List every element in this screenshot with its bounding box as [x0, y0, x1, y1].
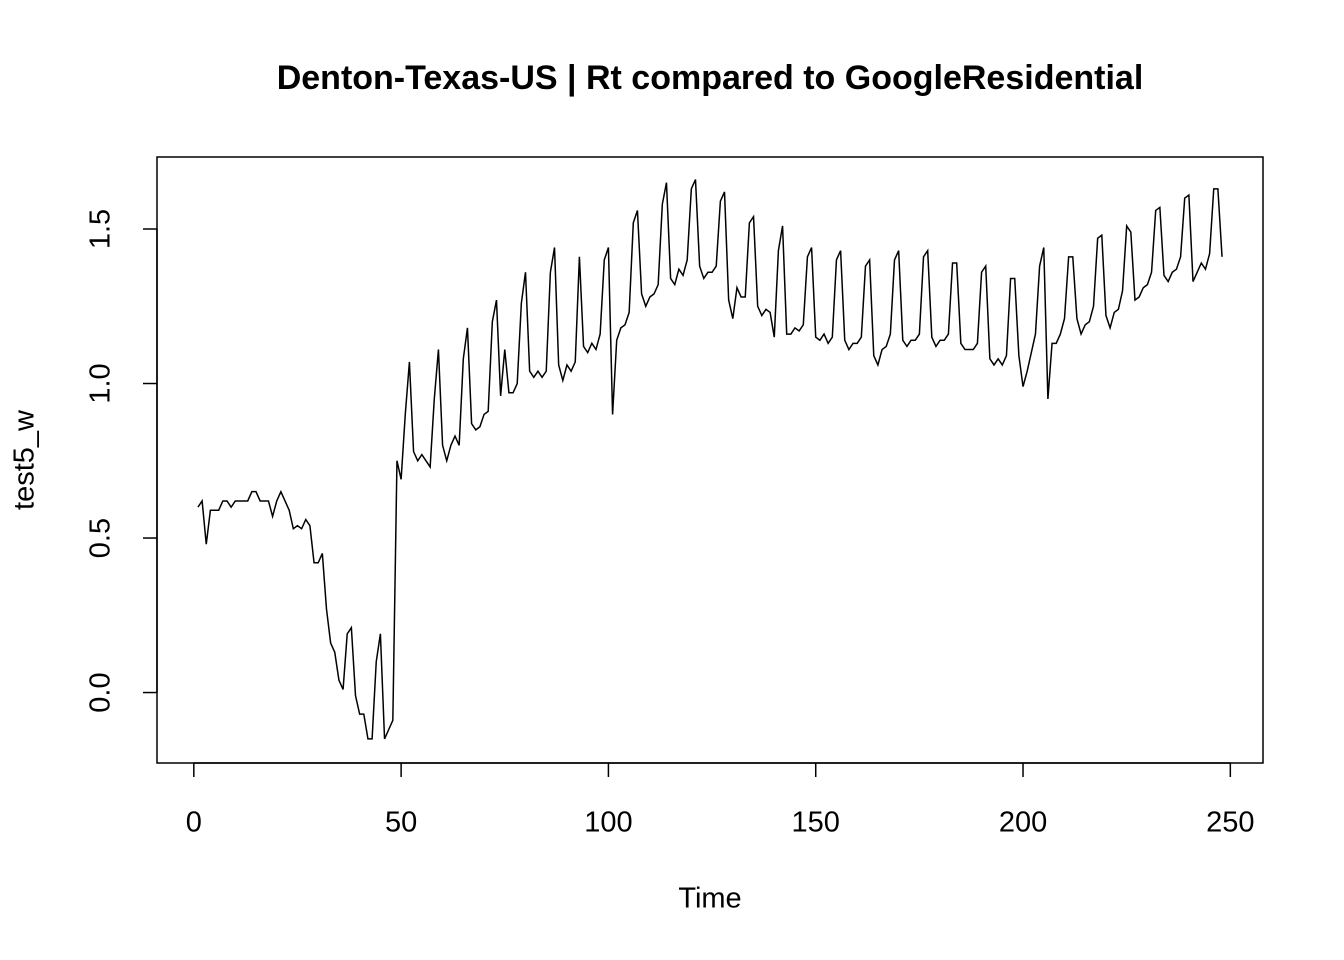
y-tick-label: 0.0 [85, 672, 117, 712]
y-axis-label: test5_w [9, 409, 41, 510]
x-tick-label: 150 [792, 807, 840, 839]
y-tick-label: 0.5 [85, 518, 117, 558]
data-line [197, 179, 1223, 740]
x-tick-label: 100 [584, 807, 632, 839]
x-axis-label: Time [678, 883, 741, 915]
y-tick-label: 1.0 [85, 363, 117, 403]
chart-title: Denton-Texas-US | Rt compared to GoogleR… [277, 59, 1144, 97]
x-tick-label: 50 [385, 807, 417, 839]
x-tick-label: 200 [999, 807, 1047, 839]
x-tick-label: 250 [1206, 807, 1254, 839]
y-tick-label: 1.5 [85, 209, 117, 249]
x-tick-label: 0 [186, 807, 202, 839]
